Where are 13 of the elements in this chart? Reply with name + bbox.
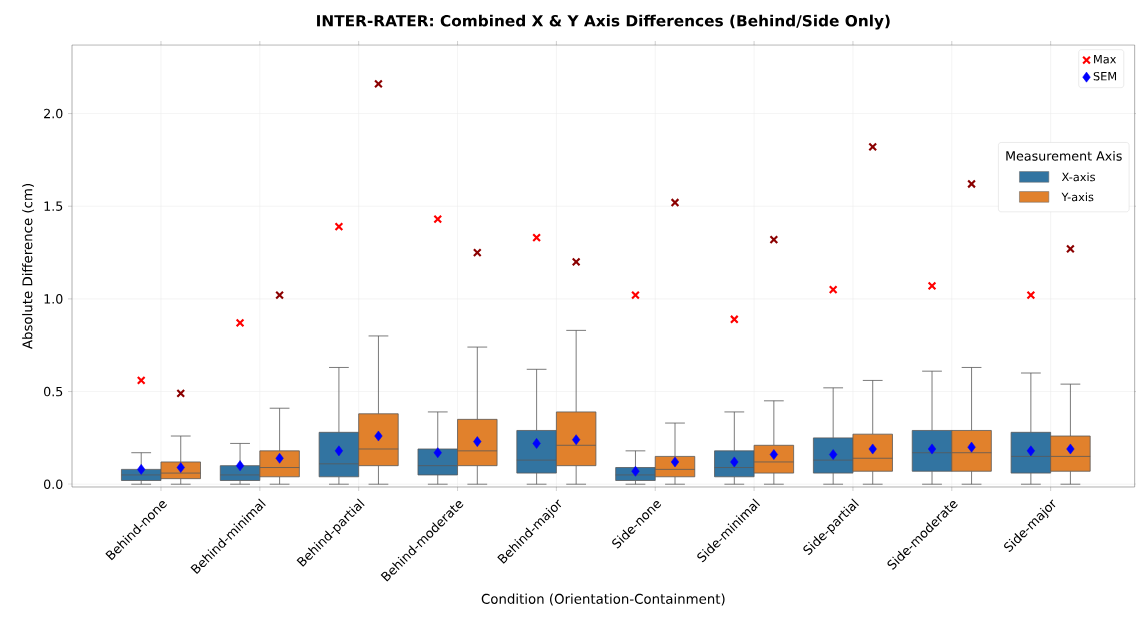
y-tick-label: 0.5 (43, 386, 63, 397)
x-axis-title: Condition (Orientation-Containment) (481, 593, 725, 606)
y-tick-label: 2.0 (44, 108, 63, 119)
legend-label: Y-axis (1061, 192, 1094, 202)
legend-label: SEM (1093, 71, 1117, 81)
y-tick-label: 1.5 (44, 201, 63, 211)
legend-title: Measurement Axis (1006, 150, 1122, 161)
legend-label: X-axis (1061, 172, 1095, 182)
y-tick-label: 1.0 (44, 294, 63, 304)
chart-title: INTER-RATER: Combined X & Y Axis Differences (Behind/Side Only) (317, 14, 890, 30)
legend-label: Max (1094, 55, 1117, 64)
y-tick-label: 0.0 (43, 479, 63, 490)
y-axis-title: Absolute Difference (cm) (22, 184, 34, 349)
